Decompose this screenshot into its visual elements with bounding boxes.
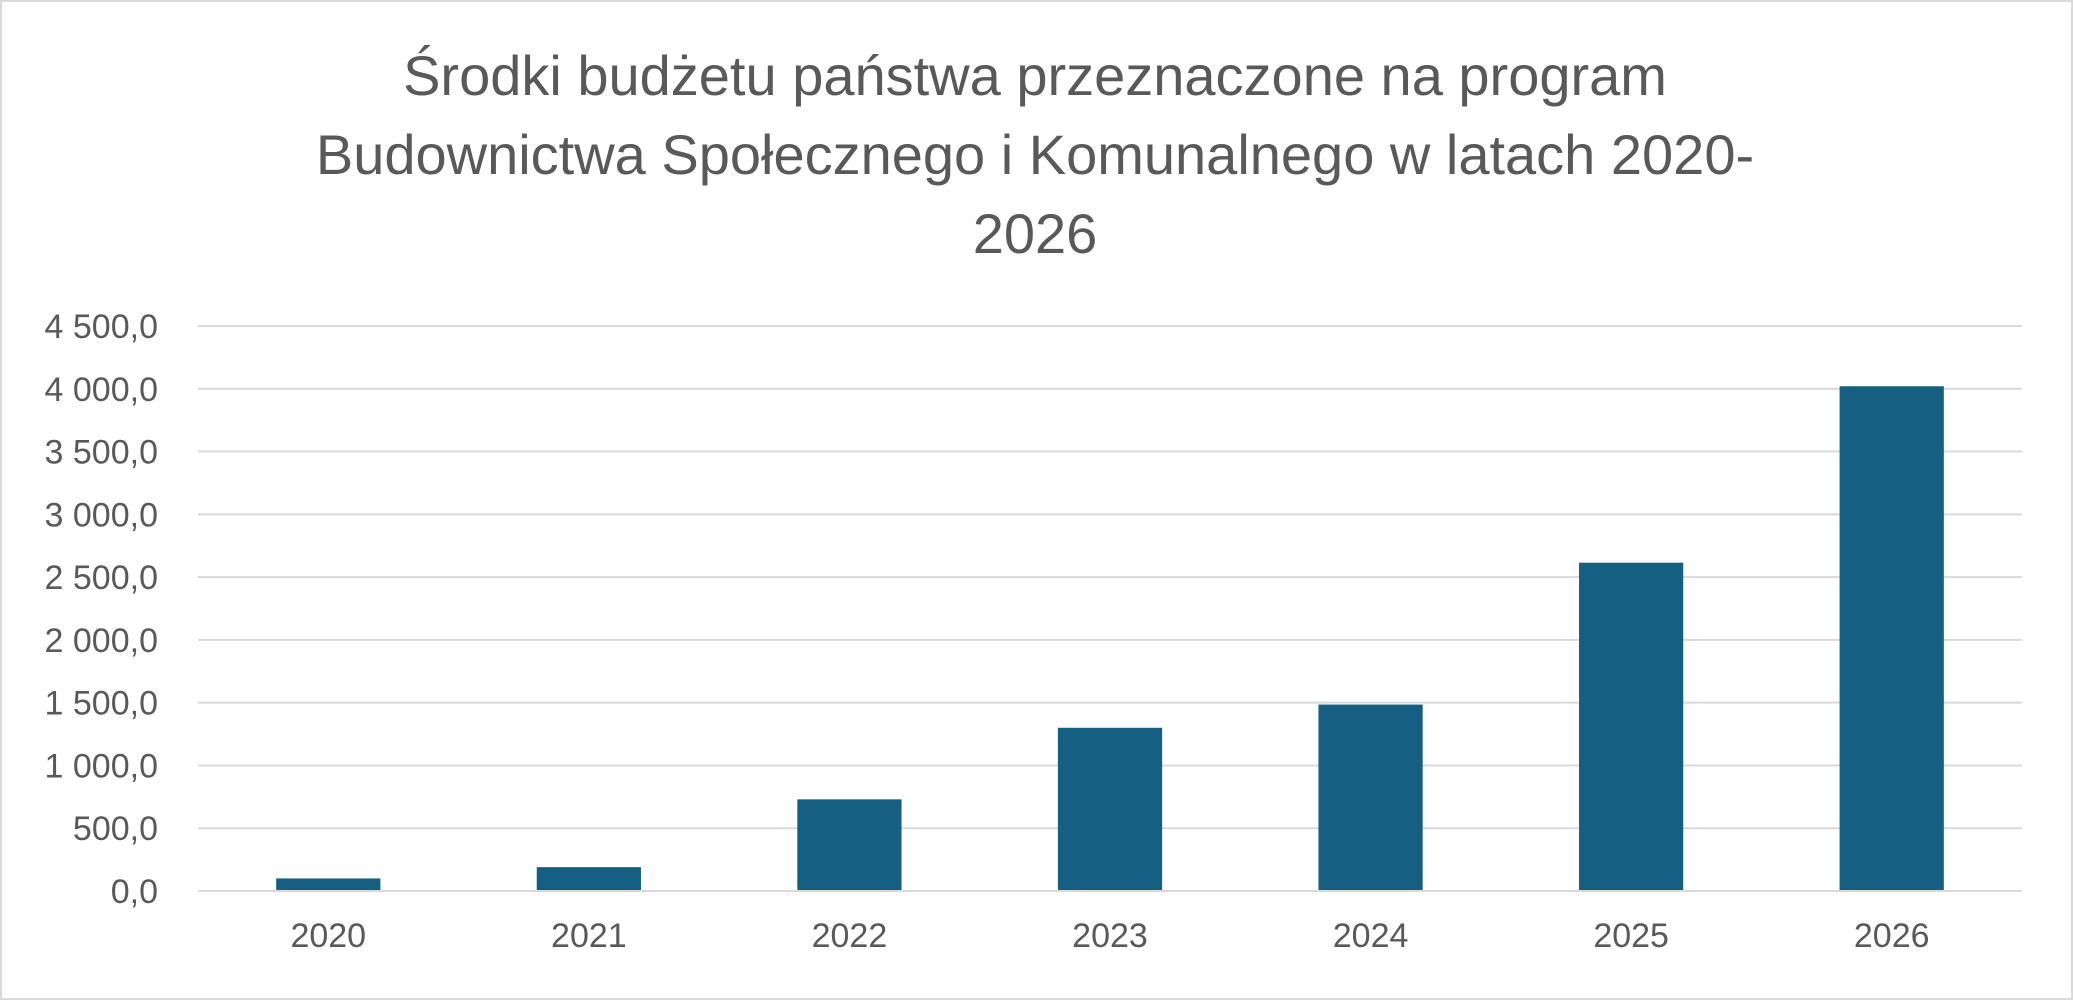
y-tick-label: 4 500,0	[45, 308, 158, 346]
x-tick-label: 2020	[290, 917, 366, 955]
y-tick-label: 2 000,0	[45, 622, 158, 660]
bar-2023	[1057, 727, 1163, 891]
x-axis-tick-labels: 2020 2021 2022 2023 2024 2025 2026	[290, 917, 1929, 955]
bar-2021	[536, 867, 641, 891]
x-tick-label: 2023	[1072, 917, 1148, 955]
x-tick-label: 2026	[1854, 917, 1930, 955]
bar-2024	[1318, 704, 1423, 891]
bar-2022	[797, 799, 902, 891]
y-tick-label: 0,0	[111, 873, 158, 911]
x-tick-label: 2022	[812, 917, 888, 955]
y-tick-label: 1 500,0	[45, 685, 158, 723]
bar-series	[276, 386, 1944, 891]
y-axis-tick-labels: 0,0 500,0 1 000,0 1 500,0 2 000,0 2 500,0 3 00…	[45, 308, 158, 911]
x-tick-label: 2025	[1593, 917, 1669, 955]
bar-2026	[1839, 386, 1944, 891]
y-tick-label: 3 000,0	[45, 496, 158, 534]
bar-2020	[276, 878, 381, 891]
y-tick-label: 2 500,0	[45, 559, 158, 597]
y-tick-label: 1 000,0	[45, 747, 158, 785]
x-tick-label: 2024	[1333, 917, 1409, 955]
y-tick-label: 4 000,0	[45, 371, 158, 409]
bar-2025	[1579, 562, 1684, 891]
x-tick-label: 2021	[551, 917, 627, 955]
gridlines	[198, 325, 2022, 830]
y-tick-label: 3 500,0	[45, 434, 158, 472]
y-tick-label: 500,0	[73, 810, 158, 848]
chart-title: Środki budżetu państwa przeznaczone na p…	[315, 44, 1755, 265]
